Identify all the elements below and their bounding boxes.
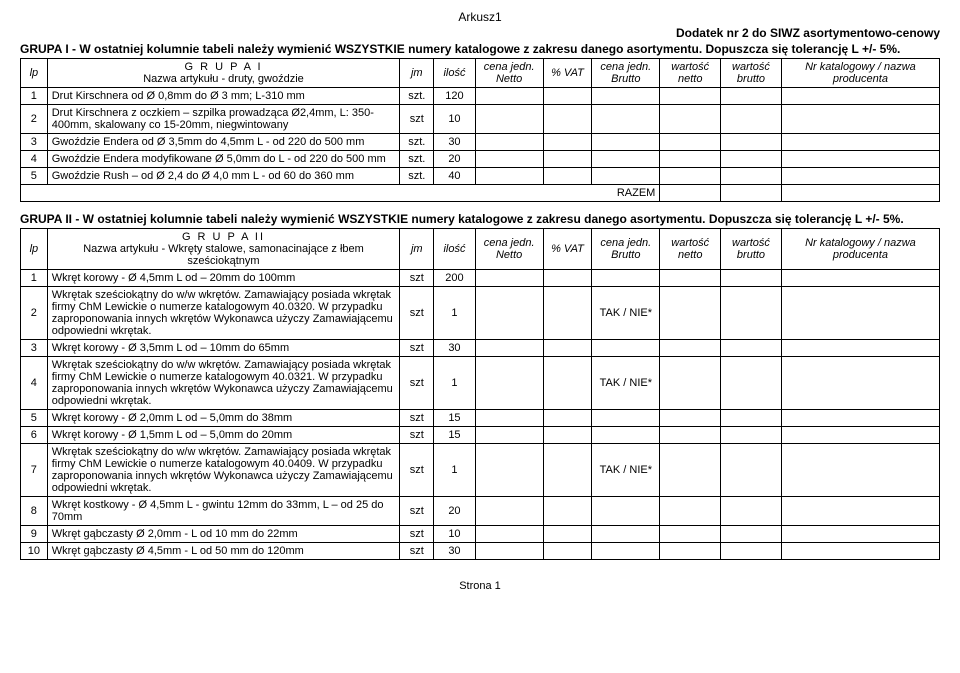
hdr-kat: Nr katalogowy / nazwa producenta	[781, 59, 939, 88]
table-row: 2Wkrętak sześciokątny do w/w wkrętów. Za…	[21, 287, 940, 340]
table-row: 4Wkrętak sześciokątny do w/w wkrętów. Za…	[21, 357, 940, 410]
hdr-vat: % VAT	[543, 229, 592, 270]
attachment-title: Dodatek nr 2 do SIWZ asortymentowo-cenow…	[20, 26, 940, 40]
hdr-cnetto: cena jedn. Netto	[475, 59, 543, 88]
table-row: 4Gwoździe Endera modyfikowane Ø 5,0mm do…	[21, 151, 940, 168]
header-row: lp G R U P A I Nazwa artykułu - druty, g…	[21, 59, 940, 88]
group2-table: lp G R U P A II Nazwa artykułu - Wkręty …	[20, 228, 940, 560]
page-footer: Strona 1	[20, 580, 940, 592]
hdr-jm: jm	[400, 59, 434, 88]
table-row: 5Wkręt korowy - Ø 2,0mm L od – 5,0mm do …	[21, 410, 940, 427]
hdr-group: G R U P A I Nazwa artykułu - druty, gwoź…	[47, 59, 400, 88]
hdr-cnetto: cena jedn. Netto	[475, 229, 543, 270]
table-row: 2Drut Kirschnera z oczkiem – szpilka pro…	[21, 105, 940, 134]
hdr-wnetto: wartość netto	[660, 229, 721, 270]
group2-note: GRUPA II - W ostatniej kolumnie tabeli n…	[20, 212, 940, 226]
hdr-kat: Nr katalogowy / nazwa producenta	[781, 229, 939, 270]
hdr-lp: lp	[21, 229, 48, 270]
table-row: 3Wkręt korowy - Ø 3,5mm L od – 10mm do 6…	[21, 340, 940, 357]
hdr-wbrutto: wartość brutto	[721, 59, 782, 88]
hdr-ilosc: ilość	[434, 229, 475, 270]
sheet-title: Arkusz1	[20, 10, 940, 24]
hdr-vat: % VAT	[543, 59, 592, 88]
hdr-lp: lp	[21, 59, 48, 88]
table-row: 1Drut Kirschnera od Ø 0,8mm do Ø 3 mm; L…	[21, 88, 940, 105]
table-row: 7Wkrętak sześciokątny do w/w wkrętów. Za…	[21, 444, 940, 497]
hdr-group: G R U P A II Nazwa artykułu - Wkręty sta…	[47, 229, 400, 270]
table-row: 6Wkręt korowy - Ø 1,5mm L od – 5,0mm do …	[21, 427, 940, 444]
razem-label: RAZEM	[21, 185, 660, 202]
hdr-cbrutto: cena jedn. Brutto	[592, 59, 660, 88]
header-row: lp G R U P A II Nazwa artykułu - Wkręty …	[21, 229, 940, 270]
group1-note: GRUPA I - W ostatniej kolumnie tabeli na…	[20, 42, 940, 56]
table-row: 8Wkręt kostkowy - Ø 4,5mm L - gwintu 12m…	[21, 497, 940, 526]
group1-table: lp G R U P A I Nazwa artykułu - druty, g…	[20, 58, 940, 202]
hdr-cbrutto: cena jedn. Brutto	[592, 229, 660, 270]
table-row: 10Wkręt gąbczasty Ø 4,5mm - L od 50 mm d…	[21, 543, 940, 560]
razem-row: RAZEM	[21, 185, 940, 202]
hdr-wnetto: wartość netto	[660, 59, 721, 88]
hdr-ilosc: ilość	[434, 59, 475, 88]
table-row: 1Wkręt korowy - Ø 4,5mm L od – 20mm do 1…	[21, 270, 940, 287]
table-row: 3Gwoździe Endera od Ø 3,5mm do 4,5mm L -…	[21, 134, 940, 151]
hdr-wbrutto: wartość brutto	[721, 229, 782, 270]
hdr-jm: jm	[400, 229, 434, 270]
table-row: 5Gwoździe Rush – od Ø 2,4 do Ø 4,0 mm L …	[21, 168, 940, 185]
table-row: 9Wkręt gąbczasty Ø 2,0mm - L od 10 mm do…	[21, 526, 940, 543]
